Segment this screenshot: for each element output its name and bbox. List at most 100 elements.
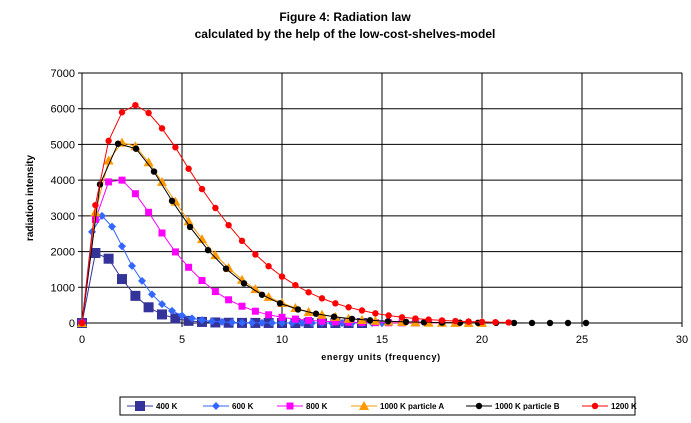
legend-label-600-k: 600 K — [232, 402, 254, 411]
data-point-1200-k — [78, 319, 86, 327]
legend-marker-1000-k-particle-b — [475, 402, 483, 410]
data-point-1200-k — [118, 109, 126, 116]
data-point-800-k — [118, 176, 126, 184]
chart-subtitle: calculated by the help of the low-cost-s… — [195, 27, 496, 41]
legend-label-1200-k: 1200 K — [611, 402, 637, 411]
data-point-800-k — [198, 277, 206, 284]
data-point-1200-k — [478, 318, 486, 326]
data-point-1000-k-particle-b — [528, 319, 536, 327]
data-point-1200-k — [92, 201, 99, 209]
data-point-800-k — [171, 248, 179, 256]
data-point-800-k — [105, 178, 113, 186]
legend-marker-400-k — [135, 401, 145, 411]
data-point-1000-k-particle-a — [157, 176, 167, 186]
data-point-1200-k — [225, 221, 232, 229]
data-point-1000-k-particle-b — [330, 313, 338, 320]
data-point-600-k — [238, 318, 246, 327]
legend-entry-1200-k: 1200 K — [582, 402, 637, 411]
data-point-1000-k-particle-b — [132, 145, 140, 152]
y-tick-label: 0 — [69, 318, 75, 330]
data-point-1200-k — [172, 144, 179, 151]
chart-title: Figure 4: Radiation law — [279, 10, 411, 24]
legend-entry-800-k: 800 K — [277, 402, 328, 411]
data-point-1000-k-particle-a — [90, 207, 101, 217]
y-tick-label: 6000 — [51, 104, 75, 116]
data-point-800-k — [211, 288, 219, 296]
data-point-600-k — [168, 306, 176, 315]
data-point-1000-k-particle-b — [384, 318, 392, 325]
x-tick-label: 5 — [179, 334, 185, 346]
legend-entry-1000-k-particle-a: 1000 K particle A — [351, 401, 444, 411]
data-point-1200-k — [265, 263, 272, 270]
legend-marker-1200-k — [591, 402, 599, 410]
data-point-800-k — [291, 315, 299, 323]
data-point-600-k — [98, 211, 106, 220]
x-tick-label: 10 — [276, 334, 288, 346]
data-point-1000-k-particle-b — [546, 319, 554, 327]
data-point-1000-k-particle-b — [150, 168, 158, 175]
data-point-1000-k-particle-a — [197, 234, 207, 244]
data-point-600-k — [128, 261, 136, 270]
data-point-1000-k-particle-b — [510, 319, 518, 327]
data-point-1000-k-particle-b — [366, 317, 374, 324]
data-point-800-k — [265, 311, 273, 319]
data-point-1200-k — [318, 295, 326, 302]
series-1200-k — [78, 101, 512, 327]
legend-marker-1000-k-particle-a — [359, 401, 369, 410]
data-point-1000-k-particle-b — [276, 300, 284, 307]
data-point-1200-k — [145, 109, 152, 117]
data-point-600-k — [218, 317, 226, 326]
data-point-1000-k-particle-b — [258, 291, 266, 298]
data-point-1200-k — [465, 318, 472, 325]
data-point-800-k — [305, 316, 313, 324]
data-point-600-k — [108, 222, 116, 231]
data-point-1200-k — [398, 314, 406, 321]
data-point-800-k — [145, 208, 153, 216]
data-point-1200-k — [305, 289, 312, 296]
y-tick-label: 1000 — [51, 282, 75, 294]
data-point-400-k — [157, 309, 167, 320]
data-point-1200-k — [345, 304, 352, 311]
legend-box — [119, 396, 636, 416]
data-point-800-k — [131, 190, 139, 198]
data-point-1000-k-particle-b — [582, 319, 590, 327]
data-point-1200-k — [158, 125, 166, 132]
data-point-1200-k — [212, 204, 219, 212]
data-point-600-k — [208, 317, 216, 326]
data-point-800-k — [238, 302, 246, 310]
data-point-600-k — [138, 276, 146, 285]
data-point-400-k — [117, 274, 127, 285]
x-tick-label: 25 — [576, 334, 588, 346]
data-point-1000-k-particle-b — [114, 140, 122, 147]
data-point-1200-k — [132, 101, 139, 109]
data-point-1000-k-particle-b — [294, 306, 302, 313]
data-point-1200-k — [492, 319, 499, 326]
legend-label-1000-k-particle-b: 1000 K particle B — [495, 402, 560, 411]
data-point-1000-k-particle-b — [312, 310, 320, 317]
legend-label-1000-k-particle-a: 1000 K particle A — [380, 402, 444, 411]
data-point-400-k — [170, 313, 181, 324]
data-point-600-k — [298, 319, 306, 327]
data-point-600-k — [118, 242, 126, 251]
data-point-400-k — [210, 317, 221, 328]
y-axis-label: radiation intensity — [25, 155, 36, 242]
data-point-1000-k-particle-a — [103, 155, 114, 165]
data-point-1200-k — [105, 137, 112, 145]
data-point-1200-k — [332, 300, 339, 307]
data-point-1000-k-particle-b — [240, 280, 248, 287]
data-point-400-k — [143, 302, 154, 313]
data-point-800-k — [185, 263, 193, 271]
data-point-600-k — [228, 318, 236, 327]
data-point-1000-k-particle-a — [250, 284, 261, 294]
data-point-1200-k — [372, 310, 379, 317]
y-tick-label: 5000 — [51, 139, 75, 151]
data-point-1000-k-particle-b — [186, 223, 194, 231]
x-axis-label: energy units (frequency) — [321, 352, 440, 362]
legend-label-400-k: 400 K — [156, 402, 178, 411]
data-point-1000-k-particle-b — [420, 319, 428, 326]
data-point-600-k — [248, 318, 256, 327]
data-point-1200-k — [198, 185, 206, 193]
legend-marker-800-k — [286, 402, 294, 410]
data-point-400-k — [90, 248, 101, 258]
data-point-1200-k — [185, 165, 192, 172]
